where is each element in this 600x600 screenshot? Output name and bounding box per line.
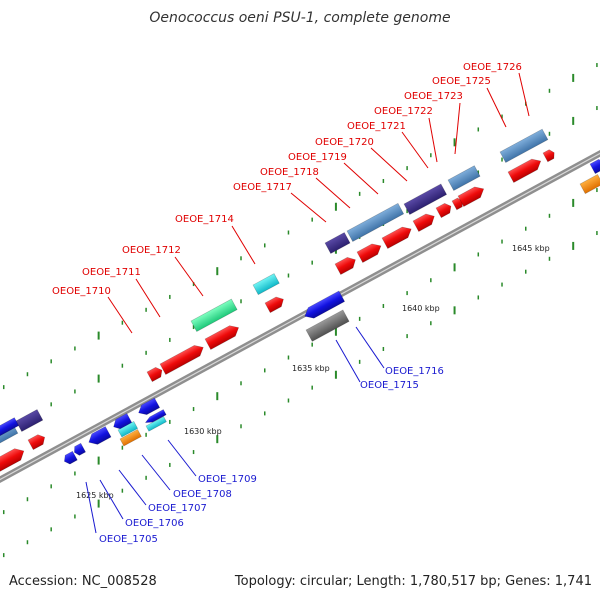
genome-backbone [0, 150, 600, 483]
gene-oeoe-1720[interactable] [412, 211, 437, 232]
tick-label-1625: 1625 kbp [76, 491, 114, 500]
leader-line [231, 225, 256, 265]
gene-features [0, 128, 600, 474]
gene-label-oeoe-1722[interactable]: OEOE_1722 [374, 106, 433, 117]
gene-label-oeoe-1716[interactable]: OEOE_1716 [385, 366, 444, 377]
gene-oeoe-1712[interactable] [204, 322, 241, 350]
gene-oeoe-1726[interactable] [542, 148, 557, 163]
gene-left-red-a[interactable] [0, 445, 27, 474]
leader-line [118, 469, 147, 506]
leader-line [518, 72, 530, 117]
kbp-tick-labels: 1625 kbp 1630 kbp 1635 kbp 1640 kbp 1645… [76, 244, 550, 500]
leader-line [370, 147, 408, 182]
label-leader-lines [85, 72, 530, 534]
tick-label-1645: 1645 kbp [512, 244, 550, 253]
leader-line [401, 131, 429, 169]
gene-oeoe-1717[interactable] [334, 254, 358, 275]
leader-line [315, 177, 351, 209]
gene-oeoe-1709[interactable] [136, 397, 161, 418]
leader-line [335, 339, 361, 383]
gene-oeoe-1719[interactable] [381, 224, 414, 249]
gene-left-navy[interactable] [15, 409, 44, 432]
leader-line [99, 479, 124, 520]
gene-label-oeoe-1709[interactable]: OEOE_1709 [198, 474, 257, 485]
leader-line [135, 278, 161, 318]
gene-label-oeoe-1715[interactable]: OEOE_1715 [360, 380, 419, 391]
gene-label-oeoe-1721[interactable]: OEOE_1721 [347, 121, 406, 132]
gene-steel-1723[interactable] [447, 165, 481, 191]
gene-label-oeoe-1717[interactable]: OEOE_1717 [233, 182, 292, 193]
gene-label-oeoe-1726[interactable]: OEOE_1726 [463, 62, 522, 73]
gene-green-1712[interactable] [190, 298, 238, 332]
leader-line [290, 192, 327, 223]
gene-label-oeoe-1723[interactable]: OEOE_1723 [404, 91, 463, 102]
map-title: Oenococcus oeni PSU-1, complete genome [149, 10, 451, 26]
gene-cyan-1708[interactable] [117, 421, 139, 438]
gene-label-oeoe-1720[interactable]: OEOE_1720 [315, 137, 374, 148]
leader-line [355, 326, 385, 369]
gene-navy-1721[interactable] [403, 183, 448, 215]
gene-orange-right[interactable] [579, 174, 600, 195]
gene-blue-right[interactable] [589, 157, 600, 175]
leader-line [343, 162, 379, 195]
gene-label-oeoe-1712[interactable]: OEOE_1712 [122, 245, 181, 256]
leader-line [85, 481, 97, 534]
accession-text: Accession: NC_008528 [9, 574, 157, 589]
gene-cyan-1714[interactable] [252, 273, 280, 296]
gene-orange-1708[interactable] [119, 429, 142, 447]
gene-steel-1725[interactable] [499, 128, 549, 163]
gene-oeoe-1725[interactable] [507, 156, 544, 183]
gene-oeoe-1706[interactable] [72, 442, 86, 457]
leader-line [454, 102, 461, 155]
gene-label-oeoe-1706[interactable]: OEOE_1706 [125, 518, 184, 529]
genome-stats-text: Topology: circular; Length: 1,780,517 bp… [234, 574, 592, 589]
gene-oeoe-1715[interactable] [305, 309, 350, 342]
gene-oeoe-1714[interactable] [264, 294, 286, 314]
gene-label-oeoe-1707[interactable]: OEOE_1707 [148, 503, 207, 514]
leader-line [141, 454, 171, 491]
gene-label-oeoe-1710[interactable]: OEOE_1710 [52, 286, 111, 297]
gene-blue-1709b[interactable] [144, 409, 167, 426]
gene-oeoe-1711[interactable] [159, 342, 206, 375]
gene-oeoe-1718[interactable] [356, 241, 384, 263]
leader-line [486, 87, 507, 128]
reverse-gene-labels: OEOE_1705 OEOE_1706 OEOE_1707 OEOE_1708 … [99, 366, 444, 545]
gene-oeoe-1707[interactable] [86, 426, 112, 448]
gene-oeoe-1710[interactable] [146, 365, 165, 383]
leader-line [107, 296, 133, 334]
gene-label-oeoe-1719[interactable]: OEOE_1719 [288, 152, 347, 163]
leader-line [428, 117, 438, 163]
gene-oeoe-1705[interactable] [62, 450, 78, 466]
gene-oeoe-1723[interactable] [457, 184, 487, 207]
gene-label-oeoe-1711[interactable]: OEOE_1711 [82, 267, 141, 278]
gene-label-oeoe-1718[interactable]: OEOE_1718 [260, 167, 319, 178]
leader-line [167, 439, 197, 477]
gene-oeoe-1722[interactable] [451, 197, 465, 211]
gene-cyan-1709[interactable] [145, 416, 167, 432]
leader-line [174, 256, 204, 297]
gene-left-red-b[interactable] [27, 432, 47, 451]
tick-label-1630: 1630 kbp [184, 427, 222, 436]
forward-gene-labels: OEOE_1710 OEOE_1711 OEOE_1712 OEOE_1714 … [52, 62, 522, 297]
gene-label-oeoe-1725[interactable]: OEOE_1725 [432, 76, 491, 87]
minor-ticks [2, 63, 598, 558]
gene-label-oeoe-1705[interactable]: OEOE_1705 [99, 534, 158, 545]
gene-steel-1718[interactable] [346, 202, 405, 242]
gene-label-oeoe-1714[interactable]: OEOE_1714 [175, 214, 234, 225]
gene-oeoe-1721[interactable] [435, 201, 454, 219]
gene-oeoe-1716[interactable] [302, 290, 346, 322]
tick-label-1635: 1635 kbp [292, 364, 330, 373]
tick-label-1640: 1640 kbp [402, 304, 440, 313]
gene-left-blue[interactable] [0, 417, 20, 440]
gene-navy-1717[interactable] [324, 232, 351, 254]
gene-label-oeoe-1708[interactable]: OEOE_1708 [173, 489, 232, 500]
